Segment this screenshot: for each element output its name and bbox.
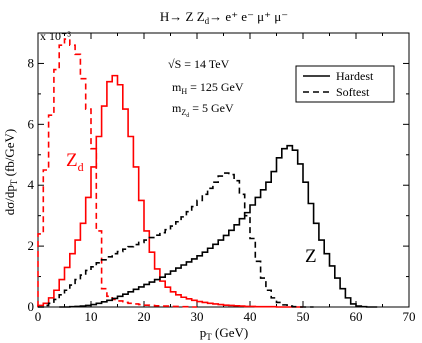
z-curve-label: Z: [305, 246, 317, 267]
y-axis-label: dσ/dpT (fb/GeV): [2, 129, 19, 216]
series-z-hardest: [59, 144, 378, 308]
x-axis-label: pT (GeV): [200, 325, 248, 342]
legend-softest-label: Softest: [336, 85, 370, 99]
x-tick-label: 30: [191, 309, 204, 324]
series-z-d-hardest: [37, 74, 303, 308]
y-tick-label: 6: [28, 116, 35, 131]
y-tick-label: 8: [28, 55, 35, 70]
legend-box: [295, 65, 395, 103]
annotation-mh: mH = 125 GeV: [172, 80, 244, 96]
x-tick-label: 50: [297, 309, 310, 324]
y-tick-label: 4: [28, 177, 35, 192]
y-axis: 0 2 4 6 8: [28, 32, 409, 314]
x-tick-label: 40: [244, 309, 257, 324]
annotation-sqrt-s: √S = 14 TeV: [168, 57, 230, 71]
chart-title: H→ Z Zd→ e⁺ e⁻ μ⁺ μ⁻: [160, 9, 288, 26]
zd-curve-label: Zd: [66, 150, 84, 174]
x-tick-label: 70: [403, 309, 416, 324]
y-tick-label: 2: [28, 238, 35, 253]
y-tick-label: 0: [28, 299, 35, 314]
y-multiplier: x 10⁻³: [40, 29, 71, 43]
x-tick-label: 20: [138, 309, 151, 324]
series-layer: [37, 38, 378, 308]
series-z-softest: [38, 172, 314, 308]
legend: Hardest Softest: [295, 65, 395, 103]
legend-hardest-label: Hardest: [336, 69, 374, 83]
x-tick-label: 0: [35, 309, 42, 324]
x-tick-label: 60: [350, 309, 363, 324]
x-tick-label: 10: [85, 309, 98, 324]
annotation-mzd: mZd = 5 GeV: [172, 101, 234, 119]
